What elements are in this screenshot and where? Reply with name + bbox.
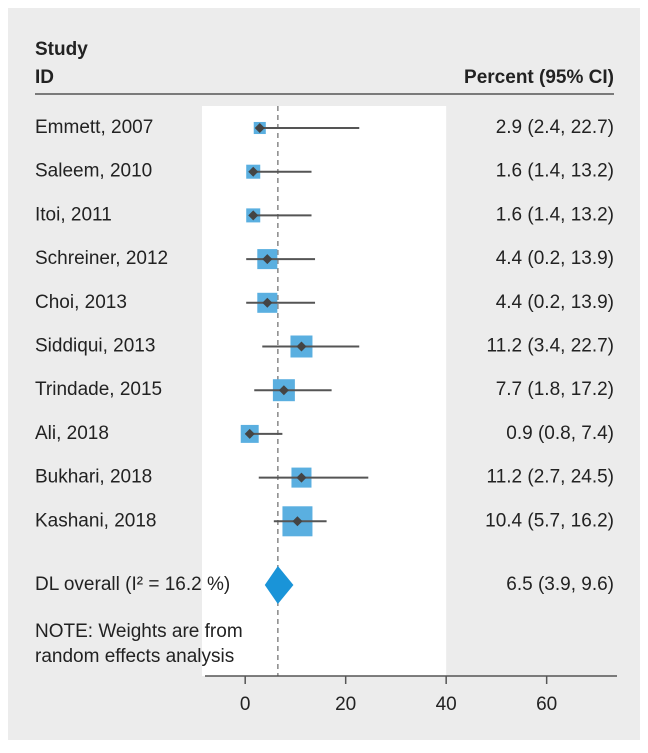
point-estimate — [248, 166, 259, 177]
estimate-label: 0.9 (0.8, 7.4) — [506, 423, 614, 444]
study-header: ID — [35, 67, 54, 88]
estimate-label: 4.4 (0.2, 13.9) — [496, 292, 614, 313]
point-estimate — [278, 385, 289, 396]
note: NOTE: Weights are from — [35, 621, 243, 642]
estimate-label: 7.7 (1.8, 17.2) — [496, 379, 614, 400]
estimate-label: 10.4 (5.7, 16.2) — [485, 510, 614, 531]
point-estimate — [248, 210, 259, 221]
study-label: Emmett, 2007 — [35, 117, 153, 138]
overall-estimate-label: 6.5 (3.9, 9.6) — [506, 574, 614, 595]
estimate-label: 2.9 (2.4, 22.7) — [496, 117, 614, 138]
estimate-label: 11.2 (3.4, 22.7) — [487, 336, 614, 357]
study-label: Siddiqui, 2013 — [35, 336, 155, 357]
estimate-label: 11.2 (2.7, 24.5) — [487, 467, 614, 488]
point-estimate — [262, 254, 273, 265]
point-estimate — [244, 428, 255, 439]
estimate-label: 4.4 (0.2, 13.9) — [496, 248, 614, 269]
overall-diamond — [264, 566, 294, 604]
point-estimate — [296, 472, 307, 483]
ci-header: Percent (95% CI) — [464, 67, 614, 88]
point-estimate — [262, 297, 273, 308]
study-label: Schreiner, 2012 — [35, 248, 168, 269]
overall-label: DL overall (I² = 16.2 %) — [35, 574, 230, 595]
point-estimate — [292, 516, 303, 527]
study-label: Itoi, 2011 — [35, 204, 112, 225]
x-tick-label: 40 — [436, 694, 457, 715]
study-label: Trindade, 2015 — [35, 379, 162, 400]
study-label: Choi, 2013 — [35, 292, 127, 313]
study-header: Study — [35, 39, 88, 60]
x-tick-label: 20 — [335, 694, 356, 715]
estimate-label: 1.6 (1.4, 13.2) — [496, 161, 614, 182]
point-estimate — [254, 123, 265, 133]
estimate-label: 1.6 (1.4, 13.2) — [496, 204, 614, 225]
note: random effects analysis — [35, 646, 234, 667]
study-label: Kashani, 2018 — [35, 510, 157, 531]
x-tick-label: 0 — [240, 694, 251, 715]
point-estimate — [296, 341, 307, 352]
study-label: Ali, 2018 — [35, 423, 109, 444]
study-label: Saleem, 2010 — [35, 161, 152, 182]
study-label: Bukhari, 2018 — [35, 467, 152, 488]
x-tick-label: 60 — [536, 694, 557, 715]
